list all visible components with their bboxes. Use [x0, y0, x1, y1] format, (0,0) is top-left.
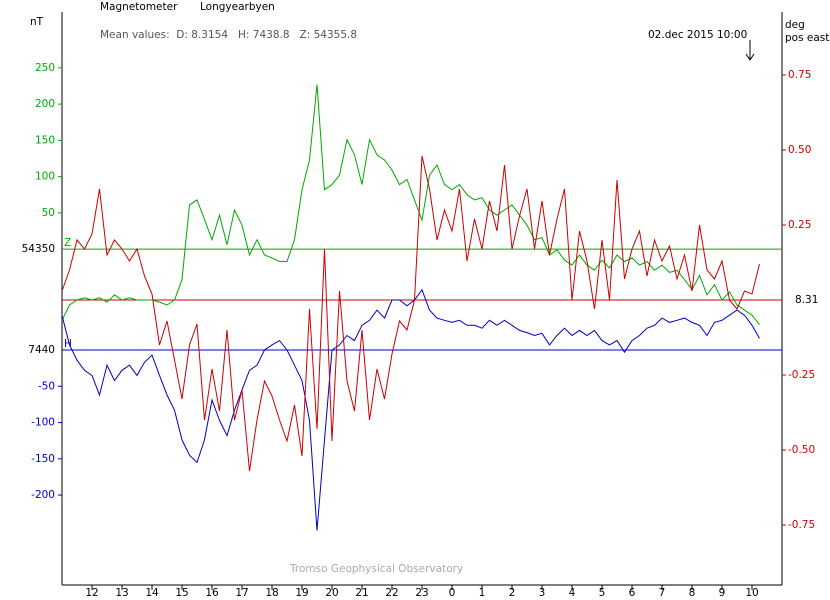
y-tick-label: -50 — [38, 380, 55, 392]
y2-tick-label: 8.31 — [795, 294, 818, 306]
series-line — [61, 84, 760, 325]
x-tick-label: 16 — [205, 587, 219, 599]
x-tick-label: 8 — [689, 587, 696, 599]
x-tick-label: 19 — [295, 587, 308, 599]
x-tick-label: 5 — [599, 587, 606, 599]
y2-tick-label: -0.50 — [788, 444, 815, 456]
x-tick-label: 12 — [85, 587, 98, 599]
mean-values: Mean values: D: 8.3154 H: 7438.8 Z: 5435… — [100, 29, 357, 41]
y-tick-label: 7440 — [28, 344, 55, 356]
x-tick-label: 2 — [509, 587, 516, 599]
x-tick-label: 10 — [745, 587, 758, 599]
timestamp: 02.dec 2015 10:00 — [648, 29, 747, 41]
y-tick-label: -150 — [31, 453, 55, 465]
x-tick-label: 9 — [719, 587, 726, 599]
x-tick-label: 17 — [235, 587, 248, 599]
x-tick-label: 7 — [659, 587, 666, 599]
y-tick-label: -100 — [31, 417, 55, 429]
x-tick-label: 14 — [145, 587, 159, 599]
y-tick-label: 250 — [35, 62, 55, 74]
y-tick-label: 150 — [35, 134, 55, 146]
x-tick-label: 6 — [629, 587, 636, 599]
y-tick-label: 200 — [35, 98, 55, 110]
legend-label: Z — [64, 237, 71, 249]
series-line — [61, 288, 760, 531]
x-tick-label: 13 — [115, 587, 128, 599]
x-tick-label: 4 — [569, 587, 576, 599]
x-tick-label: 1 — [479, 587, 486, 599]
y-tick-label: -200 — [31, 489, 55, 501]
legend-label: H — [64, 338, 72, 350]
y-tick-label: 50 — [42, 207, 55, 219]
y-tick-label: 100 — [35, 171, 55, 183]
y2-tick-label: -0.75 — [788, 519, 815, 531]
x-tick-label: 21 — [355, 587, 368, 599]
y-axis-label: nT — [30, 16, 44, 28]
y2-tick-label: 0.75 — [788, 69, 811, 81]
x-tick-label: 15 — [175, 587, 188, 599]
x-tick-label: 23 — [415, 587, 428, 599]
y-tick-label: 54350 — [22, 243, 55, 255]
y2-tick-label: -0.25 — [788, 369, 815, 381]
x-tick-label: 22 — [385, 587, 398, 599]
x-tick-label: 0 — [449, 587, 456, 599]
chart-title: Magnetometer — [100, 1, 178, 13]
x-tick-label: 3 — [539, 587, 546, 599]
station: Longyearbyen — [200, 1, 275, 13]
x-tick-label: 20 — [325, 587, 338, 599]
series-line — [61, 155, 760, 472]
footer: Tromso Geophysical Observatory — [289, 563, 463, 575]
y2-tick-label: 0.25 — [788, 219, 811, 231]
y2-tick-label: 0.50 — [788, 144, 811, 156]
y2-axis-label: pos east — [785, 32, 829, 44]
y2-axis-label: deg — [785, 19, 805, 31]
arrow-head — [745, 53, 755, 61]
x-tick-label: 18 — [265, 587, 278, 599]
